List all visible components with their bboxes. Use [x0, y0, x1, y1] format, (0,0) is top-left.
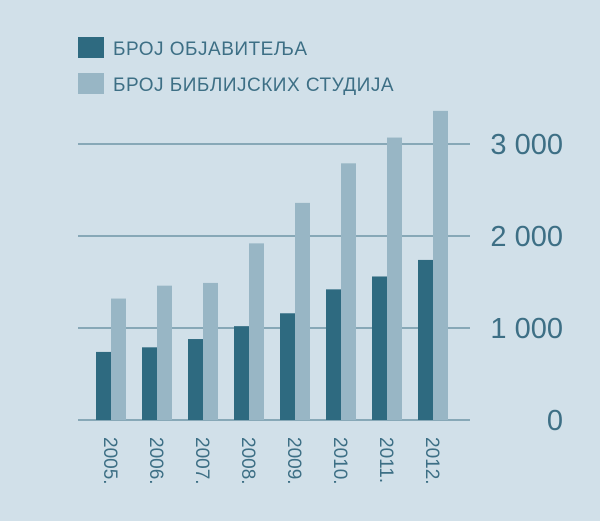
- x-tick-label: 2005.: [99, 437, 120, 485]
- x-axis-ticks: 2005. 2006. 2007. 2008. 2009. 2010. 2011. 2012.: [99, 437, 442, 485]
- legend-label-publishers: БРОЈ ОБЈАВИТЕЉА: [113, 39, 308, 60]
- bar-publishers: [280, 313, 295, 420]
- gridlines: [78, 143, 470, 421]
- bar-publishers: [372, 276, 387, 420]
- legend-swatch-publishers: [78, 37, 104, 58]
- y-tick-label: 3 000: [490, 129, 563, 161]
- bar-bible-studies: [249, 243, 264, 420]
- legend-label-bible-studies: БРОЈ БИБЛИЈСКИХ СТУДИЈА: [113, 75, 394, 96]
- x-tick-label: 2006.: [145, 437, 166, 485]
- bar-bible-studies: [341, 163, 356, 420]
- bar-publishers: [326, 289, 341, 420]
- legend: БРОЈ ОБЈАВИТЕЉА БРОЈ БИБЛИЈСКИХ СТУДИЈА: [78, 37, 394, 96]
- y-tick-label: 2 000: [490, 221, 563, 253]
- bar-bible-studies: [295, 202, 310, 420]
- x-tick-label: 2009.: [283, 437, 304, 485]
- x-tick-label: 2007.: [191, 437, 212, 485]
- bars: [96, 110, 448, 420]
- bar-bible-studies: [157, 285, 172, 420]
- bar-publishers: [234, 326, 249, 420]
- y-tick-label: 0: [547, 405, 563, 437]
- x-tick-label: 2010.: [329, 437, 350, 485]
- bar-bible-studies: [203, 282, 218, 420]
- y-axis-ticks: 0 1 000 2 000 3 000: [490, 129, 563, 437]
- y-tick-label: 1 000: [490, 313, 563, 345]
- x-tick-label: 2011.: [375, 437, 396, 483]
- bar-publishers: [188, 339, 203, 420]
- bar-publishers: [142, 347, 157, 420]
- x-tick-label: 2012.: [421, 437, 442, 485]
- bar-publishers: [96, 351, 111, 420]
- x-tick-label: 2008.: [237, 437, 258, 485]
- legend-swatch-bible-studies: [78, 73, 104, 94]
- bar-bible-studies: [433, 110, 448, 420]
- bar-bible-studies: [387, 137, 402, 420]
- bar-bible-studies: [111, 298, 126, 420]
- bar-publishers: [418, 259, 433, 420]
